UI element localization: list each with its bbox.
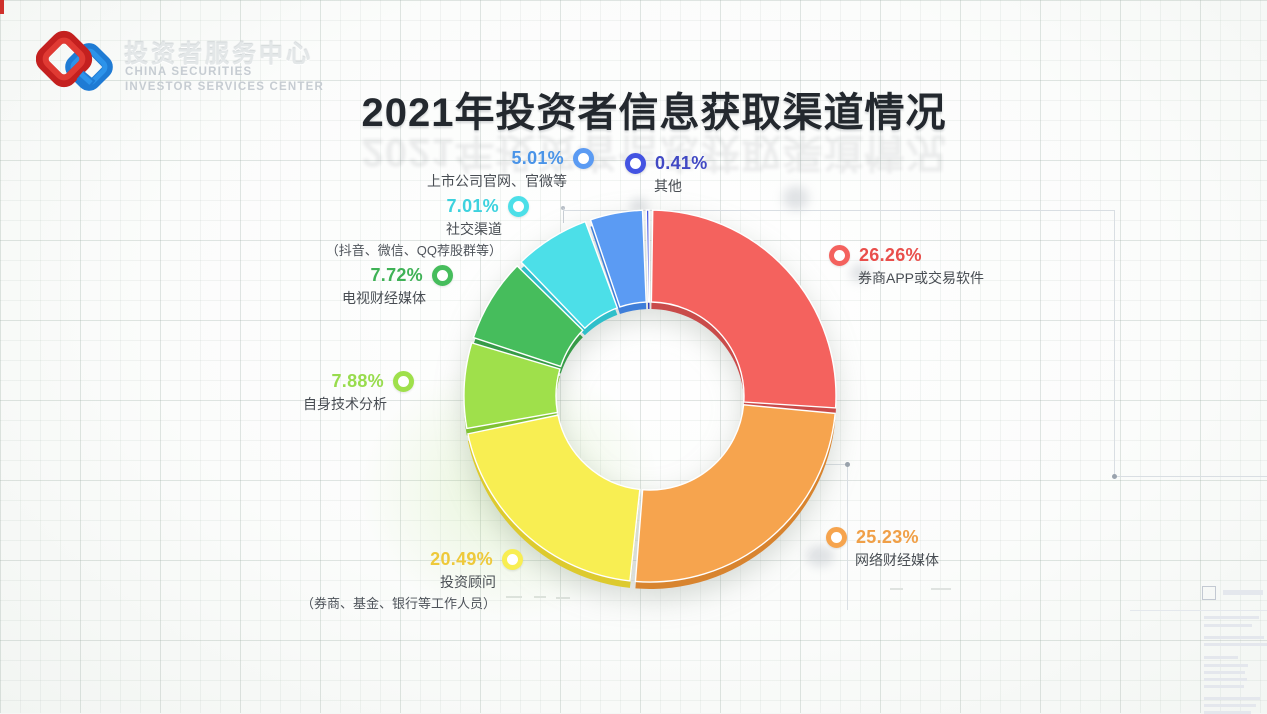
- donut-segment: [463, 341, 561, 430]
- percent-value: 0.41%: [655, 153, 708, 173]
- series-label: 其他: [654, 178, 682, 194]
- percent-value: 7.72%: [370, 265, 423, 285]
- percent-value: 25.23%: [856, 527, 919, 547]
- series-label: 电视财经媒体: [342, 290, 426, 306]
- decor-line: [1130, 610, 1267, 611]
- percent-value: 7.88%: [331, 371, 384, 391]
- decor-dash: [931, 588, 951, 590]
- callout-self-analysis: 7.88% 自身技术分析: [194, 371, 414, 413]
- percent-value: 7.01%: [446, 196, 499, 216]
- callout-listed-company: 5.01% 上市公司官网、官微等: [394, 148, 594, 190]
- series-sublabel: （券商、基金、银行等工作人员）: [300, 596, 496, 612]
- series-marker-icon: [502, 549, 523, 570]
- decor-dash: [534, 596, 546, 598]
- series-label: 自身技术分析: [303, 396, 387, 412]
- corner-red-mark: [0, 0, 4, 14]
- series-label: 投资顾问: [440, 574, 496, 590]
- decor-blob: [783, 186, 809, 210]
- donut-segment: [472, 264, 584, 368]
- series-label: 网络财经媒体: [855, 552, 939, 568]
- series-marker-icon: [393, 371, 414, 392]
- decor-line: [1114, 210, 1115, 476]
- donut-segment: [645, 209, 651, 303]
- percent-value: 26.26%: [859, 245, 922, 265]
- decor-dash: [556, 597, 570, 599]
- csisc-logo-icon: [36, 30, 113, 91]
- series-marker-icon: [573, 148, 594, 169]
- logo-subtitle-line2: INVESTOR SERVICES CENTER: [125, 81, 324, 93]
- decor-line: [1114, 476, 1267, 477]
- donut-segment: [634, 404, 836, 583]
- callout-other: 0.41% 其他: [625, 153, 825, 195]
- series-marker-icon: [432, 265, 453, 286]
- series-sublabel: （抖音、微信、QQ荐股群等）: [325, 243, 502, 259]
- donut-segment: [520, 220, 619, 330]
- decor-blob: [850, 264, 870, 282]
- series-marker-icon: [625, 153, 646, 174]
- callout-tv-media: 7.72% 电视财经媒体: [233, 265, 453, 307]
- series-marker-icon: [826, 527, 847, 548]
- callout-advisor: 20.49% 投资顾问 （券商、基金、银行等工作人员）: [263, 549, 523, 612]
- donut-chart: [463, 209, 837, 590]
- callout-online-media: 25.23% 网络财经媒体: [826, 527, 1066, 569]
- decor-dot: [1112, 474, 1117, 479]
- page-title: 2021年投资者信息获取渠道情况: [361, 91, 947, 135]
- series-marker-icon: [508, 196, 529, 217]
- callout-broker-app: 26.26% 券商APP或交易软件: [829, 245, 1069, 287]
- decor-dash: [890, 588, 903, 590]
- series-label: 券商APP或交易软件: [858, 270, 985, 286]
- percent-value: 20.49%: [430, 549, 493, 569]
- series-label: 上市公司官网、官微等: [427, 173, 567, 189]
- series-marker-icon: [829, 245, 850, 266]
- donut-segment: [467, 414, 641, 582]
- logo-title: 投资者服务中心: [124, 41, 313, 68]
- decor-dash: [506, 596, 522, 598]
- series-label: 社交渠道: [446, 221, 502, 237]
- decor-blob: [806, 545, 834, 567]
- callout-social: 7.01% 社交渠道 （抖音、微信、QQ荐股群等）: [269, 196, 529, 259]
- donut-segment: [650, 209, 837, 409]
- donut-segment: [589, 209, 647, 308]
- logo-subtitle-line1: CHINA SECURITIES: [125, 66, 253, 78]
- percent-value: 5.01%: [511, 148, 564, 168]
